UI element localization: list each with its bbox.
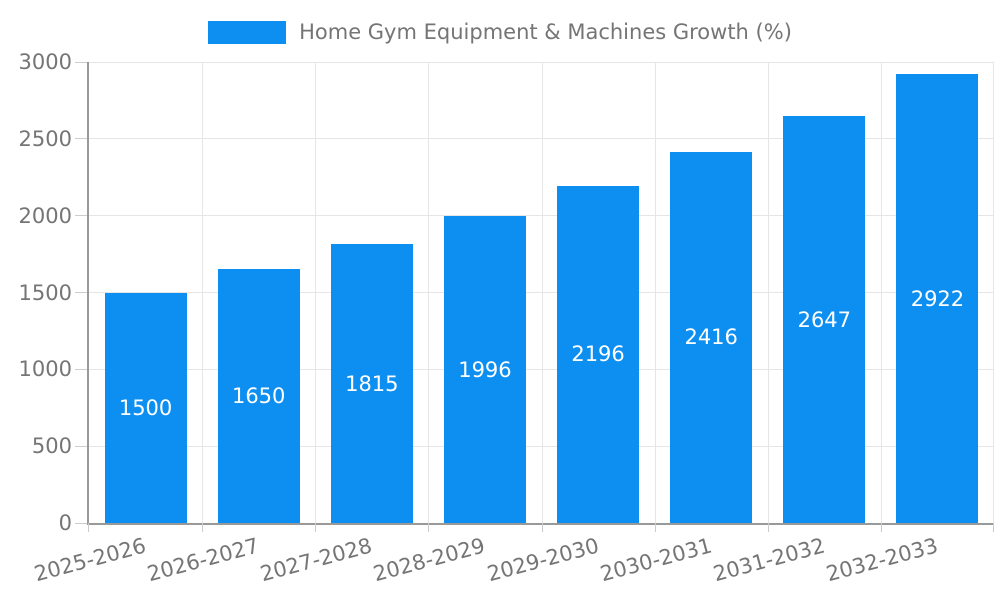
x-gridline: [767, 62, 769, 523]
y-axis-tick: [75, 445, 87, 447]
y-axis-tick: [75, 61, 87, 63]
x-axis-category-label: 2025-2026: [31, 533, 149, 587]
bar-2027-2028[interactable]: 1815: [330, 244, 413, 523]
x-axis-category-label: 2030-2031: [597, 533, 715, 587]
y-axis-tick-label: 2000: [18, 203, 72, 228]
y-axis-tick-label: 2500: [18, 126, 72, 151]
legend-swatch-icon: [208, 20, 287, 44]
bar-2031-2032[interactable]: 2647: [783, 116, 866, 523]
x-gridline: [428, 62, 430, 523]
legend-label: Home Gym Equipment & Machines Growth (%): [299, 20, 792, 44]
bar-value-label: 2196: [571, 342, 625, 367]
bar-2029-2030[interactable]: 2196: [557, 185, 640, 523]
bar-value-label: 2647: [797, 307, 852, 332]
y-axis-tick-label: 500: [31, 434, 72, 459]
bar-2030-2031[interactable]: 2416: [670, 151, 753, 523]
x-axis-tick: [541, 523, 543, 532]
y-axis-tick: [75, 215, 87, 217]
x-gridline: [654, 62, 656, 523]
x-axis-category-label: 2026-2027: [144, 533, 262, 587]
bar-value-label: 1500: [118, 395, 173, 420]
x-axis-tick: [880, 523, 882, 532]
bar-2025-2026[interactable]: 1500: [104, 292, 187, 523]
x-axis-tick: [315, 523, 317, 532]
y-axis-tick: [75, 138, 87, 140]
plot-area: 1500 1650 1815 1996 2196 2416 2647 2922: [75, 61, 994, 532]
x-axis-tick: [428, 523, 430, 532]
y-axis-tick-label: 1000: [18, 357, 72, 382]
x-axis-category-label: 2032-2033: [823, 533, 941, 587]
bar-value-label: 1650: [231, 384, 286, 409]
bar-value-label: 1815: [345, 371, 399, 396]
bar-2032-2033[interactable]: 2922: [896, 74, 979, 523]
x-axis-category-label: 2028-2029: [371, 533, 488, 587]
x-gridline: [315, 62, 317, 523]
x-gridline: [202, 62, 204, 523]
x-axis-tick: [88, 523, 89, 532]
bar-2028-2029[interactable]: 1996: [443, 216, 526, 523]
bar-value-label: 2416: [684, 325, 738, 350]
x-axis-tick: [993, 523, 994, 532]
x-axis-category-label: 2029-2030: [484, 533, 602, 587]
x-gridline: [880, 62, 882, 523]
x-gridline: [541, 62, 543, 523]
y-axis-tick-label: 1500: [18, 280, 72, 305]
y-axis-tick: [75, 522, 87, 524]
y-axis-tick-label: 0: [58, 511, 72, 535]
y-axis-tick: [75, 368, 87, 370]
x-axis-category-label: 2031-2032: [710, 533, 828, 587]
bar-2026-2027[interactable]: 1650: [217, 269, 300, 523]
x-axis-category-label: 2027-2028: [258, 533, 375, 587]
bar-value-label: 1996: [458, 357, 512, 382]
x-axis-tick: [654, 523, 656, 532]
bar-value-label: 2922: [910, 286, 965, 311]
x-axis-tick: [767, 523, 769, 532]
y-axis-tick-label: 3000: [18, 50, 72, 74]
x-axis-tick: [202, 523, 204, 532]
y-axis-tick: [75, 292, 87, 293]
x-gridline: [993, 62, 994, 523]
chart-legend[interactable]: Home Gym Equipment & Machines Growth (%): [0, 20, 1000, 44]
